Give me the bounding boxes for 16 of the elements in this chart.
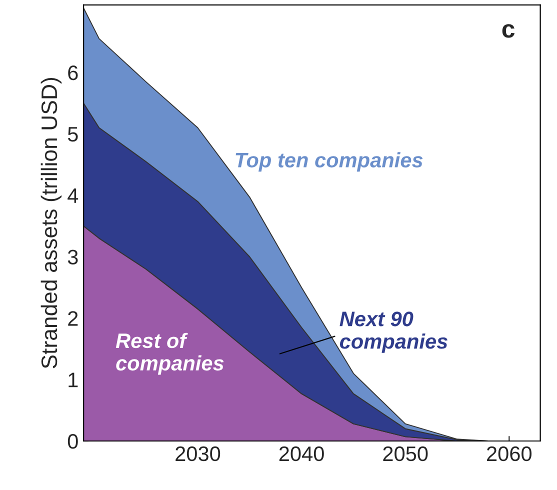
x-tick-label: 2030 bbox=[176, 446, 220, 462]
y-tick-label: 2 bbox=[68, 311, 78, 326]
y-tick-label: 1 bbox=[68, 372, 78, 388]
annotation: c bbox=[502, 24, 515, 38]
y-tick-label: 4 bbox=[68, 188, 78, 203]
x-tick-label: 2060 bbox=[487, 446, 532, 462]
x-tick-label: 2050 bbox=[383, 446, 428, 462]
x-tick-label: 2040 bbox=[279, 446, 324, 462]
series-label: Next 90 companies bbox=[340, 312, 448, 353]
series-label: Top ten companies bbox=[236, 152, 423, 172]
y-axis-title: Stranded assets (trillion USD) bbox=[40, 78, 62, 368]
series-label: Rest of companies bbox=[116, 332, 224, 375]
y-tick-label: 0 bbox=[68, 434, 78, 449]
y-tick-label: 3 bbox=[68, 250, 78, 264]
y-tick-label: 5 bbox=[68, 127, 78, 142]
y-tick-label: 6 bbox=[68, 65, 78, 80]
